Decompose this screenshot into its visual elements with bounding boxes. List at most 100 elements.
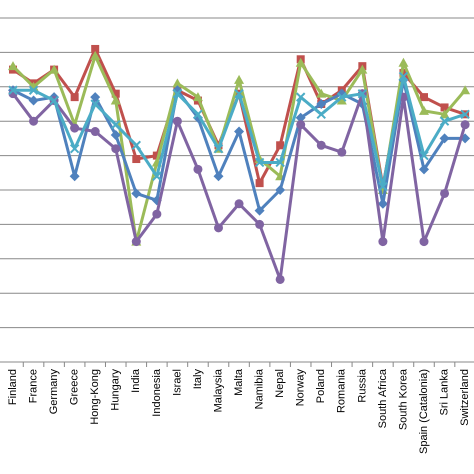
marker — [439, 133, 450, 144]
marker — [29, 116, 39, 126]
marker — [378, 237, 388, 247]
marker — [399, 69, 408, 78]
x-tick-label: South Korea — [397, 368, 409, 430]
marker — [90, 99, 100, 109]
x-tick-label: South Africa — [377, 368, 389, 428]
marker — [337, 147, 347, 157]
marker — [420, 93, 428, 102]
x-tick-label: Hungary — [110, 369, 122, 411]
marker — [90, 92, 101, 103]
marker — [398, 57, 409, 67]
marker — [398, 71, 409, 82]
x-tick-label: Norway — [295, 369, 307, 407]
marker — [90, 127, 100, 137]
x-tick-label: Switzerland — [459, 369, 471, 426]
marker — [440, 188, 450, 198]
x-tick-label: France — [27, 369, 39, 403]
marker — [255, 219, 265, 229]
marker — [111, 89, 120, 98]
marker — [316, 99, 327, 109]
marker — [69, 144, 80, 154]
marker — [316, 140, 326, 150]
marker — [460, 85, 471, 95]
marker — [234, 88, 244, 99]
x-tick-label: Namibia — [254, 368, 266, 409]
marker — [90, 50, 101, 60]
marker — [152, 151, 161, 160]
x-tick-label: Germany — [48, 369, 60, 415]
marker — [152, 209, 162, 219]
marker — [377, 198, 388, 209]
marker — [28, 95, 39, 106]
marker — [316, 109, 326, 120]
marker — [276, 141, 285, 150]
x-tick-label: Hong-Kong — [89, 369, 101, 425]
x-tick-label: Israel — [171, 369, 183, 396]
marker — [419, 164, 429, 175]
marker — [234, 74, 245, 84]
marker — [254, 205, 265, 216]
marker — [152, 171, 162, 181]
marker — [419, 237, 429, 247]
marker — [439, 116, 450, 126]
marker — [296, 120, 306, 130]
marker — [192, 92, 203, 102]
marker — [295, 92, 306, 102]
x-tick-label: Romania — [336, 368, 348, 413]
marker — [213, 144, 224, 154]
marker — [255, 179, 264, 188]
marker — [357, 88, 368, 99]
marker — [419, 105, 429, 115]
x-tick-label: Poland — [315, 369, 327, 403]
marker — [295, 57, 306, 67]
marker — [316, 88, 327, 98]
x-tick-label: Greece — [69, 369, 81, 405]
marker — [111, 119, 121, 130]
marker — [419, 150, 429, 161]
marker — [440, 103, 449, 112]
marker — [172, 78, 183, 88]
marker — [337, 92, 347, 102]
marker — [132, 155, 141, 164]
marker — [110, 95, 121, 105]
marker — [275, 185, 286, 195]
x-tick-label: Indonesia — [151, 368, 163, 417]
marker — [111, 144, 121, 154]
marker — [8, 85, 18, 95]
marker — [70, 123, 80, 133]
marker — [70, 93, 79, 102]
marker — [234, 126, 245, 137]
marker — [49, 64, 60, 74]
x-tick-label: Nepal — [274, 369, 286, 398]
marker — [336, 95, 347, 105]
marker — [460, 120, 470, 130]
marker — [110, 129, 121, 140]
x-tick-label: Finland — [7, 369, 19, 405]
marker — [91, 44, 100, 53]
marker — [275, 157, 285, 168]
marker — [172, 85, 183, 96]
x-tick-label: Malaysia — [212, 368, 224, 412]
marker — [28, 85, 39, 95]
marker — [131, 140, 142, 150]
x-tick-label: Malta — [233, 368, 245, 396]
marker — [193, 109, 203, 120]
marker — [275, 274, 285, 284]
x-tick-label: Italy — [192, 369, 204, 390]
marker — [378, 181, 388, 192]
marker — [213, 171, 224, 182]
marker — [172, 116, 182, 126]
marker — [460, 109, 470, 120]
x-tick-label: Spain (Catalonia) — [418, 369, 430, 454]
marker — [131, 188, 142, 199]
marker — [131, 237, 141, 247]
marker — [193, 164, 203, 174]
marker — [234, 199, 244, 209]
marker — [357, 64, 368, 74]
marker — [439, 109, 450, 119]
marker — [214, 223, 223, 233]
marker — [295, 112, 306, 123]
x-tick-label: India — [130, 368, 142, 393]
marker — [49, 95, 59, 106]
